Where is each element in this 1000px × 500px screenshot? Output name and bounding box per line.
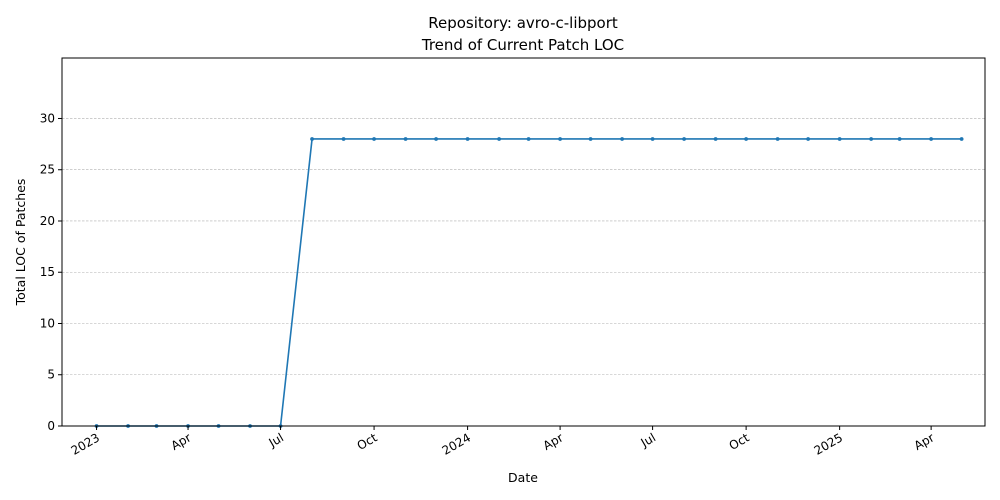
data-point xyxy=(497,137,502,141)
data-point xyxy=(526,137,531,141)
chart-title-line-1: Repository: avro-c-libport xyxy=(428,14,618,32)
data-point xyxy=(744,137,749,141)
x-tick-label: Jul xyxy=(638,430,658,450)
data-point xyxy=(959,137,964,141)
y-gridlines xyxy=(62,118,985,376)
y-axis-label: Total LOC of Patches xyxy=(13,179,28,307)
data-point xyxy=(775,137,780,141)
y-tick-label: 15 xyxy=(40,265,55,279)
plot-frame xyxy=(61,57,986,427)
data-point xyxy=(682,137,687,141)
data-point xyxy=(341,137,346,141)
y-tick-label: 5 xyxy=(47,368,55,382)
data-point xyxy=(869,137,874,141)
x-tick-label: Apr xyxy=(169,430,194,453)
data-point xyxy=(897,137,902,141)
y-axis-ticks: 0 5 10 15 20 25 30 xyxy=(40,111,62,433)
chart-title-line-2: Trend of Current Patch LOC xyxy=(421,36,624,54)
x-axis-label: Date xyxy=(508,470,538,485)
data-point xyxy=(929,137,934,141)
x-tick-label: Oct xyxy=(355,430,380,453)
data-point xyxy=(310,137,314,141)
data-point xyxy=(806,137,811,141)
data-point xyxy=(558,137,562,141)
series-layer xyxy=(94,137,964,428)
y-tick-label: 30 xyxy=(40,111,55,125)
data-point xyxy=(372,137,376,141)
data-point xyxy=(837,137,842,141)
data-point xyxy=(713,137,718,141)
x-tick-label: 2023 xyxy=(69,430,102,457)
data-point xyxy=(403,137,408,141)
data-point xyxy=(650,137,655,141)
x-tick-label: Oct xyxy=(727,430,752,453)
y-tick-label: 20 xyxy=(40,214,55,228)
x-tick-label: Jul xyxy=(266,430,286,450)
x-tick-label: 2024 xyxy=(440,430,473,457)
data-point xyxy=(588,137,593,141)
data-point xyxy=(465,137,470,141)
data-point xyxy=(620,137,625,141)
x-tick-label: Apr xyxy=(912,430,937,453)
x-tick-label: Apr xyxy=(541,430,566,453)
x-axis-ticks: 2023 Apr Jul Oct 2024 Apr Jul Oct 2025 Apr xyxy=(69,426,937,458)
y-tick-label: 10 xyxy=(40,316,55,330)
x-tick-label: 2025 xyxy=(812,430,845,457)
series-line xyxy=(96,138,962,427)
y-tick-label: 25 xyxy=(40,163,55,177)
data-point xyxy=(434,137,438,141)
y-tick-label: 0 xyxy=(47,419,55,433)
